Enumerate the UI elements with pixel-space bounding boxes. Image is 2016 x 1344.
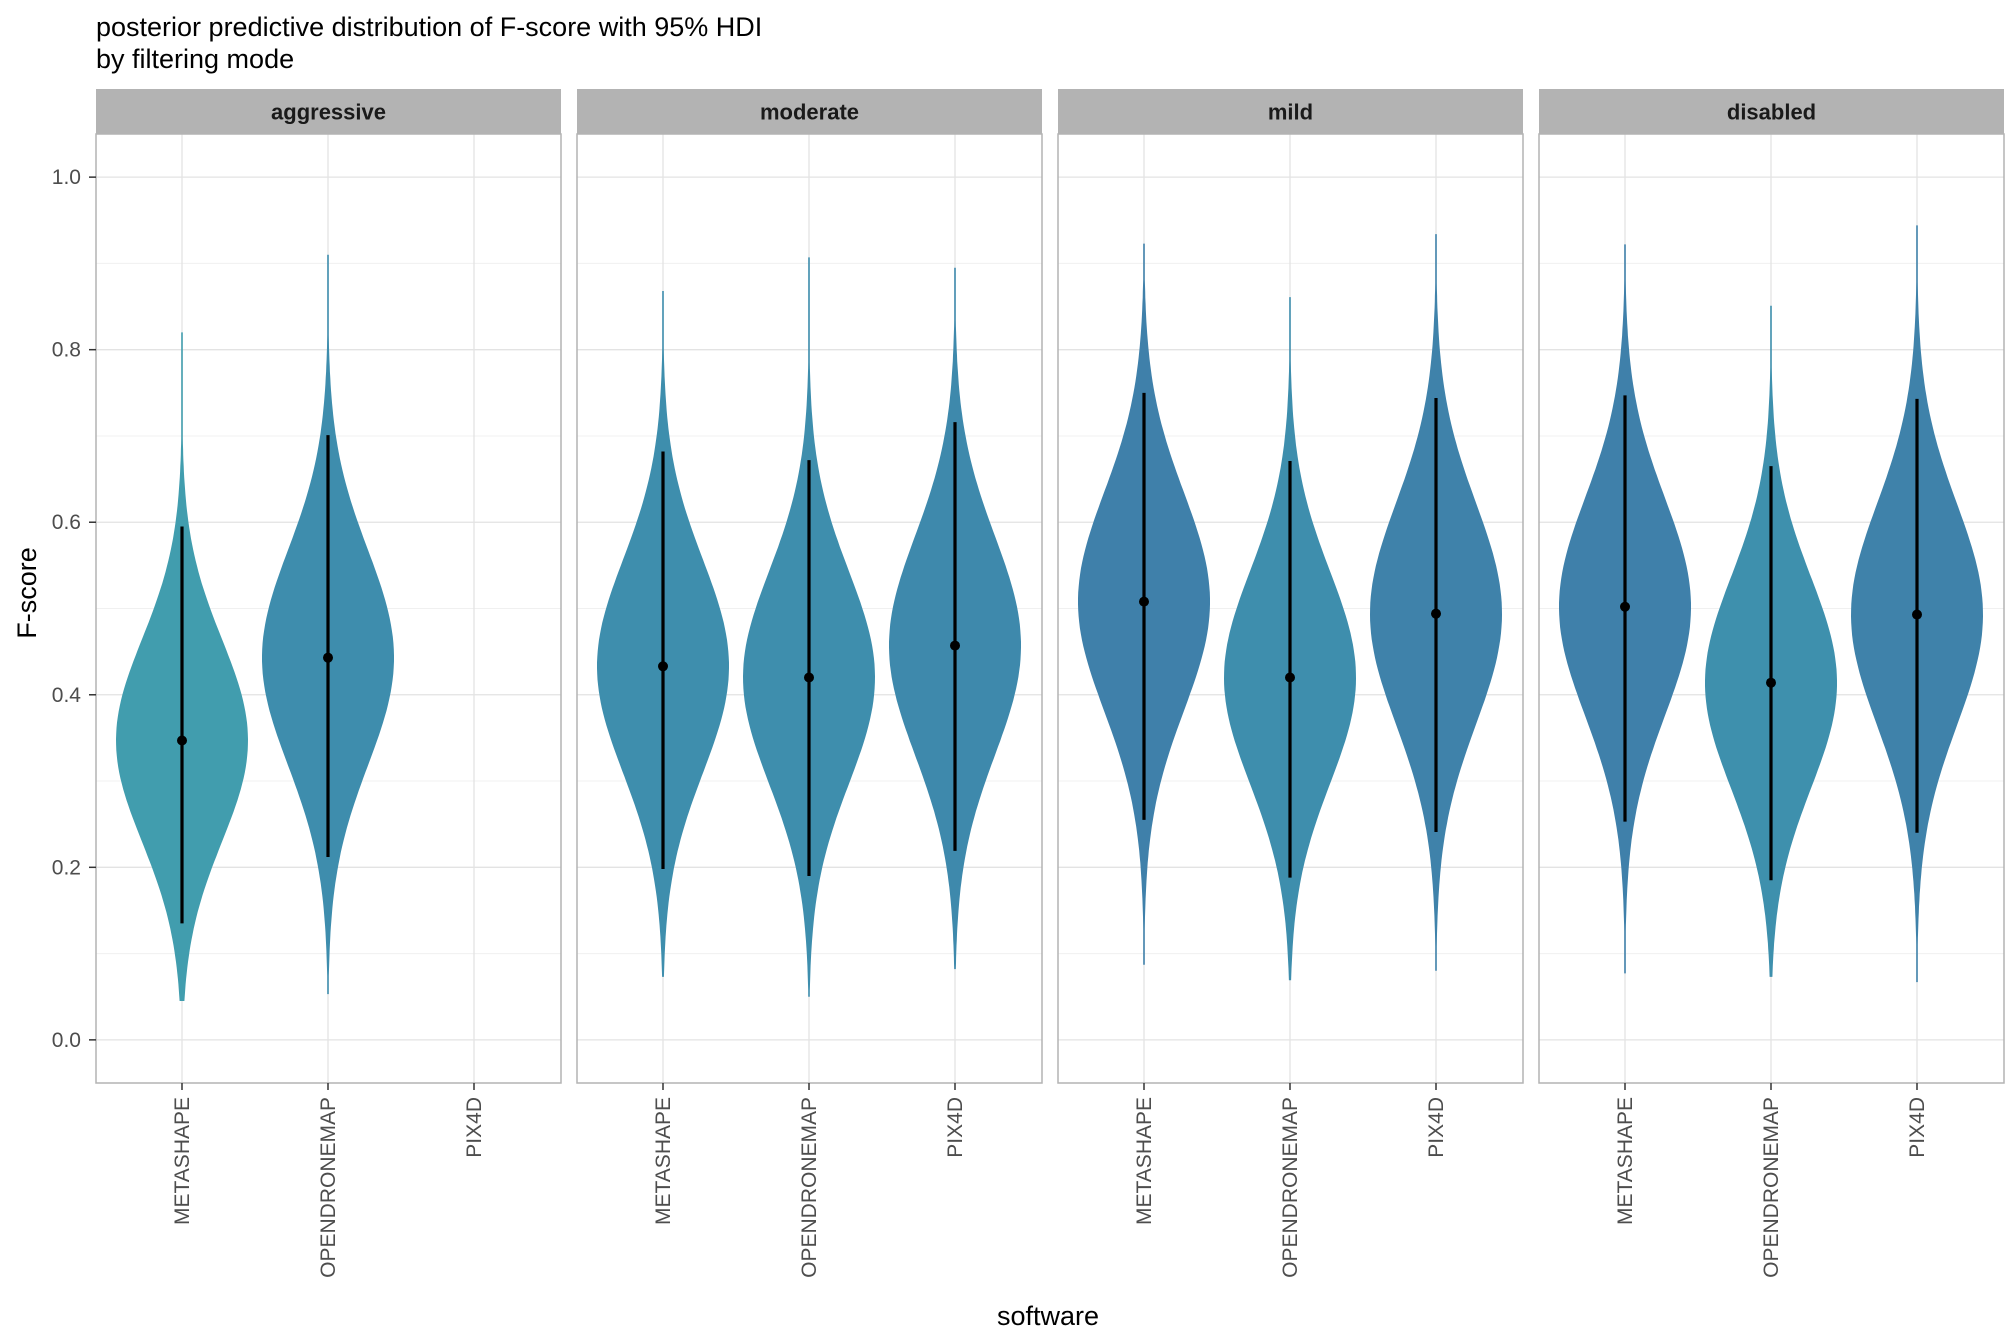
facet-strip xyxy=(1539,89,2004,134)
median-point xyxy=(1766,677,1776,688)
facet-panel-disabled: disabled METASHAPE OPENDRONEMAP PIX4D xyxy=(1538,89,2005,1278)
x-tick-label: OPENDRONEMAP xyxy=(317,1097,340,1278)
y-tick-label: 0.8 xyxy=(52,339,81,362)
chart-title-line-1: posterior predictive distribution of F-s… xyxy=(96,12,762,42)
facet-strip-label: aggressive xyxy=(271,100,386,125)
median-point xyxy=(950,640,960,651)
x-tick-label: PIX4D xyxy=(463,1097,486,1158)
facet-strip xyxy=(577,89,1042,134)
facet-strip xyxy=(1058,89,1523,134)
x-tick-label: METASHAPE xyxy=(1133,1097,1156,1225)
x-tick-label: OPENDRONEMAP xyxy=(1279,1097,1302,1278)
median-point xyxy=(323,652,333,663)
x-tick-label: METASHAPE xyxy=(171,1097,194,1225)
x-tick-label: OPENDRONEMAP xyxy=(1760,1097,1783,1278)
median-point xyxy=(177,735,187,746)
facet-strip-label: moderate xyxy=(760,100,859,125)
x-tick-label: PIX4D xyxy=(944,1097,967,1158)
facet-strip-label: disabled xyxy=(1727,100,1816,125)
chart-title-line-2: by filtering mode xyxy=(96,44,294,74)
y-tick-label: 0.6 xyxy=(52,511,81,534)
y-tick-label: 0.0 xyxy=(52,1029,81,1052)
median-point xyxy=(658,661,668,672)
median-point xyxy=(1431,608,1441,619)
median-point xyxy=(1285,672,1295,683)
median-point xyxy=(1139,596,1149,607)
facet-panel-moderate: moderate METASHAPE OPENDRONEMAP PIX4D xyxy=(576,89,1043,1278)
median-point xyxy=(1620,601,1630,612)
x-tick-label: METASHAPE xyxy=(1614,1097,1637,1225)
y-axis-title: F-score xyxy=(12,547,42,639)
facet-strip-label: mild xyxy=(1268,100,1313,125)
x-tick-label: PIX4D xyxy=(1425,1097,1448,1158)
y-axis: 0.0 0.2 0.4 0.6 0.8 1.0 xyxy=(52,166,96,1052)
median-point xyxy=(1912,609,1922,620)
x-tick-label: METASHAPE xyxy=(652,1097,675,1225)
y-tick-label: 1.0 xyxy=(52,166,81,189)
x-axis-title: software xyxy=(997,1301,1099,1331)
y-tick-label: 0.4 xyxy=(52,684,82,707)
x-tick-label: OPENDRONEMAP xyxy=(798,1097,821,1278)
x-tick-label: PIX4D xyxy=(1906,1097,1929,1158)
facet-panel-mild: mild METASHAPE OPENDRONEMAP PIX4D xyxy=(1057,89,1524,1278)
y-tick-label: 0.2 xyxy=(52,856,81,879)
facet-panel-aggressive: aggressive METASHAPE OPENDRONEMAP PIX4D xyxy=(95,89,562,1278)
facet-strip xyxy=(96,89,561,134)
median-point xyxy=(804,672,814,683)
